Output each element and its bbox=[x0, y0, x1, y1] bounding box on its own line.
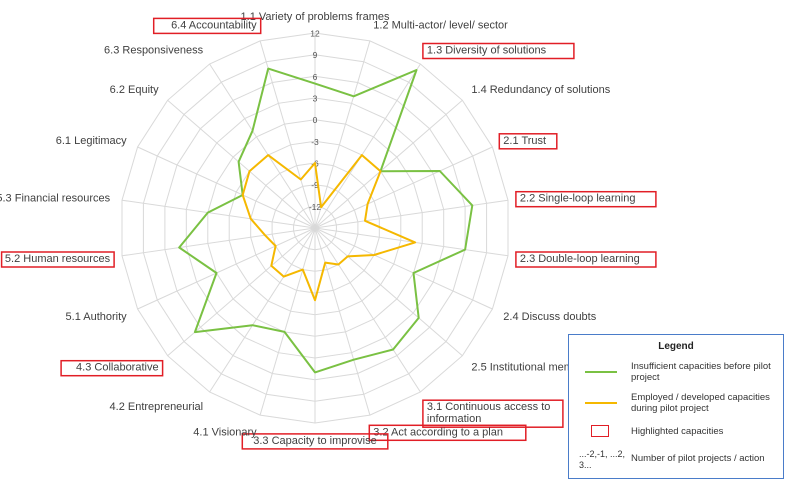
legend-title: Legend bbox=[658, 341, 694, 352]
grid-spoke bbox=[167, 99, 316, 229]
radial-tick-label: 0 bbox=[313, 115, 318, 125]
radial-tick-label: -9 bbox=[311, 180, 319, 190]
highlight-box bbox=[422, 399, 564, 428]
highlight-box bbox=[368, 424, 527, 442]
grid-spoke bbox=[314, 227, 371, 416]
grid-spoke bbox=[137, 146, 316, 229]
axis-label: 2.2 Single-loop learning bbox=[520, 193, 636, 205]
axis-label: 6.4 Accountability bbox=[171, 19, 257, 31]
grid-spoke bbox=[137, 227, 316, 310]
grid-spoke bbox=[314, 199, 509, 229]
yellow-line-swatch bbox=[585, 402, 617, 404]
highlight-box bbox=[0, 251, 115, 268]
legend-item-before: Insufficient capacities before pilot pro… bbox=[569, 361, 785, 391]
grid-spoke bbox=[259, 227, 316, 416]
axis-label: 6.1 Legitimacy bbox=[56, 135, 127, 147]
grid-spoke bbox=[121, 227, 316, 257]
grid-spoke bbox=[209, 227, 316, 393]
highlight-box bbox=[60, 359, 164, 377]
axis-label: 6.2 Equity bbox=[110, 84, 159, 96]
legend-label-highlight: Highlighted capacities bbox=[631, 426, 724, 437]
axis-label: 2.1 Trust bbox=[503, 135, 546, 147]
axis-label: 5.3 Financial resources bbox=[0, 193, 111, 205]
legend-label-scale: Number of pilot projects / action bbox=[631, 453, 765, 464]
radial-tick-label: 9 bbox=[313, 50, 318, 60]
axis-label: 1.3 Diversity of solutions bbox=[427, 45, 547, 57]
grid-spoke bbox=[314, 63, 421, 229]
highlight-box bbox=[515, 190, 657, 208]
axis-label: 2.4 Discuss doubts bbox=[503, 311, 596, 323]
axis-label: 1.2 Multi-actor/ level/ sector bbox=[373, 19, 508, 31]
red-rectangle-swatch bbox=[591, 425, 609, 437]
grid-spoke bbox=[314, 99, 463, 229]
axis-label: 4.1 Visionary bbox=[193, 426, 257, 438]
axis-label: 3.1 Continuous access to information bbox=[427, 401, 551, 425]
radial-tick-label: 3 bbox=[313, 94, 318, 104]
highlight-box bbox=[498, 133, 558, 150]
axis-label: 3.3 Capacity to improvise bbox=[253, 435, 377, 447]
axis-label: 2.5 Institutional memory bbox=[471, 362, 588, 374]
grid-spoke bbox=[121, 199, 316, 229]
series-lines bbox=[178, 67, 474, 374]
highlight-box bbox=[152, 17, 262, 35]
axis-label: 5.2 Human resources bbox=[5, 253, 111, 265]
axis-label: 6.3 Responsiveness bbox=[104, 45, 204, 57]
radial-tick-label: 12 bbox=[310, 29, 320, 39]
grid-spoke bbox=[314, 146, 493, 229]
axis-label: 4.2 Entrepreneurial bbox=[110, 401, 204, 413]
highlight-box bbox=[422, 42, 575, 60]
legend-item-highlight: Highlighted capacities bbox=[569, 423, 785, 453]
axis-label: 1.4 Redundancy of solutions bbox=[471, 84, 610, 96]
grid-spoke bbox=[314, 227, 463, 357]
legend-item-scale: ...-2,-1, ...2, 3... Number of pilot pro… bbox=[569, 449, 785, 479]
grid-spoke bbox=[314, 227, 421, 393]
legend: Legend Insufficient capacities before pi… bbox=[568, 334, 784, 479]
axis-label: 3.2 Act according to a plan bbox=[373, 426, 503, 438]
legend-label-before: Insufficient capacities before pilot pro… bbox=[631, 361, 771, 383]
grid-spoke bbox=[167, 227, 316, 357]
series-line-during bbox=[241, 154, 417, 302]
series-line-before bbox=[178, 67, 474, 374]
axis-label: 1.1 Variety of problems frames bbox=[241, 11, 390, 23]
green-line-swatch bbox=[585, 371, 617, 373]
scale-glyph: ...-2,-1, ...2, 3... bbox=[579, 449, 626, 470]
legend-label-during: Employed / developed capacities during p… bbox=[631, 392, 770, 414]
grid-spoke bbox=[259, 40, 316, 229]
grid-spoke bbox=[314, 227, 493, 310]
axis-label: 2.3 Double-loop learning bbox=[520, 253, 640, 265]
legend-item-during: Employed / developed capacities during p… bbox=[569, 392, 785, 422]
highlight-box bbox=[515, 251, 657, 268]
radar-grid bbox=[121, 32, 509, 424]
grid-spoke bbox=[314, 40, 371, 229]
axis-label: 4.3 Collaborative bbox=[76, 362, 159, 374]
radial-tick-label: 6 bbox=[313, 72, 318, 82]
axis-label: 5.1 Authority bbox=[66, 311, 128, 323]
radial-tick-label: -12 bbox=[309, 202, 322, 212]
radial-tick-label: -3 bbox=[311, 137, 319, 147]
highlight-box bbox=[241, 433, 389, 450]
grid-spoke bbox=[209, 63, 316, 229]
